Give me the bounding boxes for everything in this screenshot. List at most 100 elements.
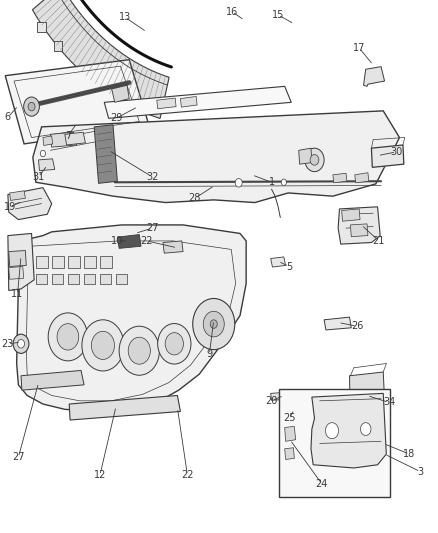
Text: 30: 30 [390, 147, 403, 157]
Text: 28: 28 [189, 193, 201, 203]
Polygon shape [9, 266, 24, 279]
Circle shape [310, 155, 319, 165]
Text: 11: 11 [11, 289, 24, 299]
Text: 9: 9 [206, 350, 212, 359]
Polygon shape [364, 67, 385, 86]
Polygon shape [350, 224, 368, 237]
Polygon shape [338, 207, 380, 244]
Text: 5: 5 [286, 262, 292, 271]
Polygon shape [43, 136, 53, 146]
Polygon shape [355, 173, 369, 183]
Circle shape [193, 298, 235, 350]
Polygon shape [299, 148, 312, 164]
Polygon shape [271, 392, 297, 400]
Text: 17: 17 [353, 43, 365, 53]
Circle shape [13, 334, 29, 353]
Polygon shape [285, 426, 296, 441]
Circle shape [40, 150, 46, 157]
Bar [52, 274, 63, 284]
Polygon shape [311, 393, 386, 468]
Polygon shape [371, 145, 404, 167]
Text: 7: 7 [65, 131, 71, 141]
Circle shape [281, 179, 286, 185]
Polygon shape [163, 241, 183, 253]
Text: 3: 3 [417, 467, 424, 477]
Circle shape [165, 333, 184, 355]
Polygon shape [324, 317, 351, 330]
Polygon shape [17, 225, 246, 411]
Polygon shape [69, 395, 180, 420]
Bar [36, 256, 48, 268]
Text: 10: 10 [111, 236, 124, 246]
Polygon shape [112, 85, 129, 102]
Polygon shape [32, 0, 169, 118]
Text: 26: 26 [351, 321, 363, 331]
Polygon shape [285, 448, 294, 459]
Text: 15: 15 [272, 10, 284, 20]
Bar [116, 274, 127, 284]
Circle shape [235, 179, 242, 187]
Polygon shape [53, 42, 62, 51]
Circle shape [203, 311, 224, 337]
Text: 22: 22 [181, 471, 194, 480]
Polygon shape [5, 60, 149, 144]
Text: 27: 27 [12, 453, 25, 462]
Polygon shape [50, 132, 77, 147]
Circle shape [24, 97, 39, 116]
Text: 32: 32 [146, 172, 159, 182]
Polygon shape [342, 209, 360, 221]
Text: 19: 19 [4, 202, 16, 212]
Polygon shape [9, 251, 26, 266]
Polygon shape [39, 159, 55, 171]
Bar [279, 389, 390, 497]
Polygon shape [33, 111, 399, 203]
Text: 13: 13 [119, 12, 131, 22]
Polygon shape [157, 98, 176, 109]
Bar [68, 256, 80, 268]
Text: 21: 21 [373, 236, 385, 246]
Polygon shape [94, 125, 117, 183]
Circle shape [18, 340, 25, 348]
Text: 27: 27 [146, 223, 159, 233]
Circle shape [92, 332, 114, 359]
Polygon shape [10, 191, 25, 200]
Polygon shape [117, 235, 141, 248]
Bar [36, 274, 47, 284]
Text: 24: 24 [316, 479, 328, 489]
Text: 18: 18 [403, 449, 416, 459]
Text: 1: 1 [268, 177, 275, 187]
Bar [84, 256, 96, 268]
Circle shape [158, 324, 191, 364]
Text: 12: 12 [94, 471, 106, 480]
Text: 34: 34 [383, 398, 395, 407]
Circle shape [82, 320, 124, 371]
Circle shape [210, 320, 217, 328]
Text: 20: 20 [265, 396, 278, 406]
Polygon shape [37, 22, 46, 31]
Text: 22: 22 [141, 236, 153, 246]
Bar [52, 256, 64, 268]
Circle shape [119, 326, 159, 375]
Polygon shape [65, 132, 85, 145]
Circle shape [57, 324, 79, 350]
Circle shape [325, 423, 339, 439]
Polygon shape [104, 86, 291, 118]
Bar [84, 274, 95, 284]
Polygon shape [350, 372, 385, 425]
Circle shape [305, 148, 324, 172]
Polygon shape [271, 257, 286, 267]
Bar [68, 274, 79, 284]
Text: 16: 16 [226, 7, 238, 17]
Circle shape [360, 423, 371, 435]
Polygon shape [8, 233, 34, 290]
Text: 31: 31 [32, 172, 45, 182]
Polygon shape [287, 405, 302, 415]
Text: 29: 29 [110, 114, 122, 123]
Polygon shape [333, 173, 347, 183]
Bar [100, 256, 112, 268]
Circle shape [48, 313, 88, 361]
Polygon shape [8, 188, 52, 220]
Polygon shape [21, 370, 84, 390]
Circle shape [128, 337, 150, 364]
Bar [100, 274, 111, 284]
